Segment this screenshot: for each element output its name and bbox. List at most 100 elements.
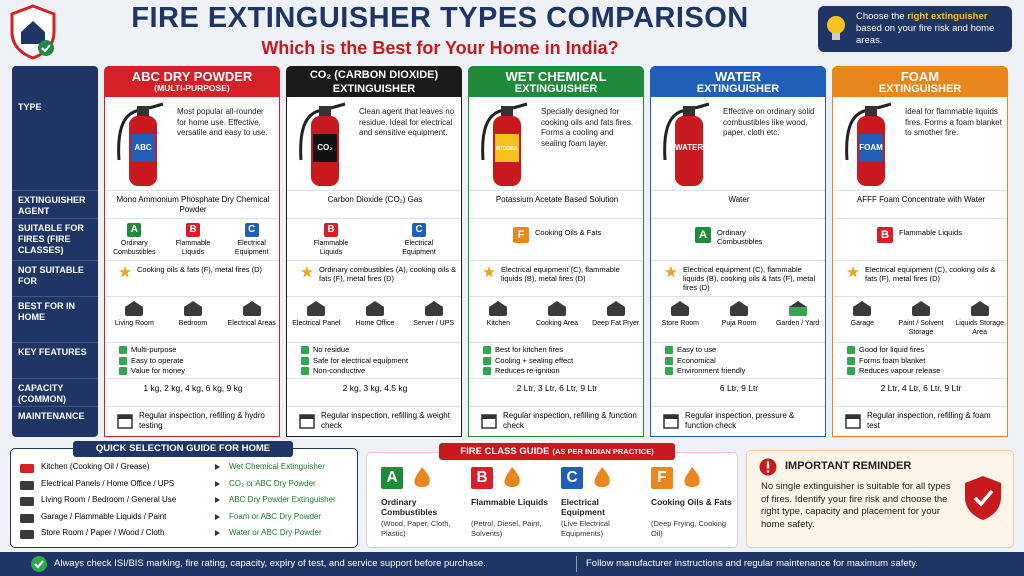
calendar-icon: [663, 414, 679, 429]
not-suitable-cell: Electrical equipment (C), flammable liqu…: [469, 260, 643, 296]
room-icon: [242, 301, 261, 316]
can-label: ABC: [134, 143, 152, 152]
alert-icon: [759, 458, 777, 476]
icon-body: [548, 306, 566, 316]
room-label: Garden / Yard: [775, 320, 820, 327]
title: FIRE EXTINGUISHER TYPES COMPARISON: [131, 2, 749, 34]
agent-text: AFFF Foam Concentrate with Water: [856, 195, 986, 204]
room-label: Puja Room: [721, 320, 757, 327]
cell-separator: [287, 342, 461, 343]
class-letter: B: [327, 224, 335, 235]
tip-before: Choose the: [856, 11, 905, 22]
subtitle: Which is the Best for Your Home in India…: [261, 38, 619, 58]
room-icon: [970, 301, 989, 316]
type-description: Most popular all-rounder for home use. E…: [177, 107, 268, 137]
star: [301, 266, 313, 278]
features-cell: Good for liquid fires Forms foam blanket R…: [833, 342, 1007, 378]
check-box: [665, 346, 673, 354]
agent-text: Potassium Acetate Based Solution: [495, 195, 619, 204]
column-subtitle: (MULTI-PURPOSE): [154, 83, 230, 93]
agent-text: Water: [728, 195, 750, 204]
alert-bar: [766, 461, 770, 469]
footer-left: Always check ISI/BIS marking, fire ratin…: [54, 558, 486, 569]
class-icon: [684, 467, 700, 487]
check-box: [847, 346, 855, 354]
icon-body: [20, 480, 34, 490]
cell-separator: [105, 342, 279, 343]
agent-cell: Water: [651, 190, 825, 218]
check-box: [301, 356, 309, 365]
column-title: ABC DRY POWDER: [131, 69, 253, 84]
flame: [594, 467, 610, 487]
feature-text: Non-conductive: [313, 366, 366, 375]
cell-separator: [469, 296, 643, 297]
type-description: Effective on ordinary solid combustibles…: [723, 107, 815, 137]
column-subtitle: EXTINGUISHER: [332, 83, 416, 95]
capacity-text: 1 kg, 2 kg, 4 kg, 6 kg, 9 kg: [143, 383, 243, 393]
can-label-bg: [677, 134, 701, 162]
capacity-cell: 2 kg, 3 kg, 4.5 kg: [287, 378, 461, 406]
check-icon: [31, 556, 47, 572]
room-label: Bedroom: [178, 320, 208, 327]
room-label: Garage: [850, 320, 875, 327]
icon-body: [489, 306, 508, 316]
type-cell: WATER Effective on ordinary solid combust…: [651, 97, 825, 190]
room-icon: [20, 464, 34, 473]
fire-class-box: FIRE CLASS GUIDE (AS PER INDIAN PRACTICE)…: [366, 443, 738, 548]
guide-place: Electrical Panels / Home Office / UPS: [41, 478, 175, 488]
cell-separator: [651, 260, 825, 261]
quick-guide-title: QUICK SELECTION GUIDE FOR HOME: [73, 441, 293, 457]
room-label: Server / UPS: [413, 320, 455, 327]
room-label: Store Room: [661, 320, 700, 327]
guide-recommendation: Foam or ABC Dry Powder: [229, 511, 322, 521]
cell-separator: [651, 406, 825, 407]
calendar-top: [300, 415, 314, 419]
can-label: WATER: [675, 143, 704, 152]
star: [119, 266, 131, 278]
guide-recommendation: CO₂ or ABC Dry Powder: [229, 478, 316, 488]
class-examples: (Wood, Paper, Cloth, Plastic): [381, 519, 451, 538]
hose: [299, 108, 324, 161]
calendar-icon: [117, 414, 133, 429]
hose: [845, 108, 870, 161]
type-description: Specially designed for cooking oils and …: [541, 107, 634, 148]
feature-text: Best for kitchen fires: [495, 345, 563, 354]
icon-top: [125, 301, 144, 307]
icon-body: [970, 306, 989, 316]
class-label: Electrical Equipment: [402, 240, 436, 256]
room-icon: [366, 301, 384, 316]
valve: [319, 106, 331, 118]
class-letter: F: [517, 229, 525, 241]
handle: [330, 102, 346, 110]
calendar-top: [482, 415, 496, 419]
cell-separator: [833, 190, 1007, 191]
agent-cell: Carbon Dioxide (CO₂) Gas: [287, 190, 461, 218]
class-letter: B: [476, 469, 488, 486]
can-label: FOAM: [859, 143, 883, 152]
capacity-cell: 2 Ltr, 3 Ltr, 6 Ltr, 9 Ltr: [469, 378, 643, 406]
cell-separator: [833, 260, 1007, 261]
shield-icon: [965, 476, 1001, 520]
feature-text: Economical: [677, 355, 716, 365]
feature-text: Multi-purpose: [131, 345, 177, 354]
icon-top: [912, 301, 930, 307]
reminder-box: IMPORTANT REMINDER No single extinguisher…: [746, 450, 1014, 548]
icon-body: [20, 464, 34, 473]
column-body: WET CHEMICAL Specially designed for cooki…: [468, 97, 644, 437]
hose: [117, 108, 142, 161]
class-badge: B: [877, 227, 893, 243]
best-for-cell: Living Room Bedroom Electrical Areas: [105, 296, 279, 342]
class-name: Cooking Oils & Fats: [651, 497, 732, 507]
class-label: Flammable Liquids: [313, 240, 349, 256]
cell-separator: [833, 218, 1007, 219]
icon-top: [424, 301, 443, 307]
type-cell: FOAM Ideal for flammable liquids fires. F…: [833, 97, 1007, 190]
type-description: Clean agent that leaves no residue. Idea…: [359, 107, 455, 137]
reminder-text: No single extinguisher is suitable for a…: [761, 481, 951, 530]
star: [847, 266, 859, 278]
cell-separator: [469, 406, 643, 407]
feature-text: Easy to operate: [131, 355, 184, 365]
hose: [663, 108, 688, 161]
icon-top: [184, 301, 202, 307]
class-letter: C: [248, 224, 256, 235]
